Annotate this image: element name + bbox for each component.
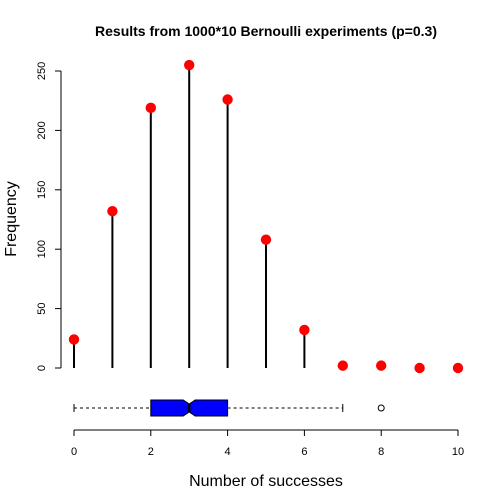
x-axis: 0 2 4 6 8 10 <box>71 429 464 458</box>
data-point <box>145 102 156 114</box>
x-axis-label: Number of successes <box>189 473 343 490</box>
y-axis: 0 50 100 150 200 250 <box>36 62 62 371</box>
data-point <box>299 324 310 336</box>
x-tick-label: 10 <box>452 446 464 458</box>
y-tick-label: 200 <box>36 121 48 139</box>
y-tick-label: 50 <box>36 302 48 314</box>
data-point <box>184 59 195 71</box>
data-point <box>376 360 387 371</box>
chart-title: Results from 1000*10 Bernoulli experimen… <box>95 23 437 39</box>
x-tick-label: 4 <box>225 446 231 458</box>
data-point <box>337 360 348 371</box>
x-tick-label: 6 <box>301 446 307 458</box>
boxplot <box>73 399 385 417</box>
y-tick-label: 150 <box>36 181 48 199</box>
data-point <box>68 334 80 345</box>
y-tick-label: 250 <box>36 62 48 80</box>
data-point <box>452 362 464 374</box>
data-point <box>260 234 272 245</box>
data-point <box>414 362 425 374</box>
y-tick-label: 0 <box>36 365 48 371</box>
boxplot-outlier <box>377 404 385 412</box>
data-point <box>222 94 233 105</box>
x-tick-label: 8 <box>378 446 384 458</box>
y-axis-label: Frequency <box>3 181 20 257</box>
y-tick-label: 100 <box>36 240 48 258</box>
x-tick-label: 0 <box>71 446 77 458</box>
stem-lines <box>73 65 383 368</box>
x-tick-label: 2 <box>148 446 154 458</box>
data-points <box>68 59 464 374</box>
data-point <box>107 205 118 217</box>
